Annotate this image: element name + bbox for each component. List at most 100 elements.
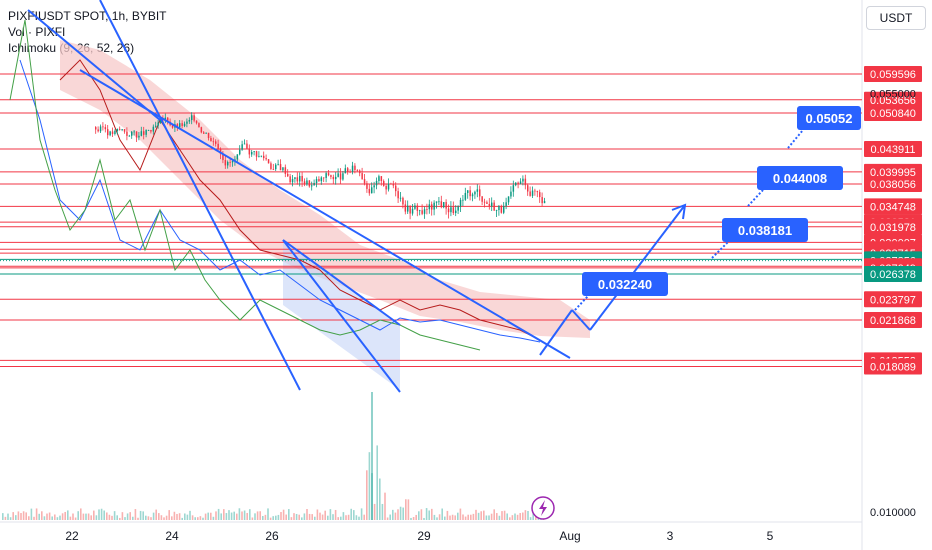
candle-body	[119, 128, 121, 130]
candle-body	[145, 130, 147, 135]
target-label: 0.05052	[806, 111, 853, 126]
candle-body	[263, 155, 265, 159]
volume-bar	[376, 445, 378, 520]
candle-body	[267, 159, 270, 164]
lightning-icon	[539, 500, 547, 516]
candle-body	[135, 131, 138, 138]
volume-bar	[215, 511, 217, 520]
candle-body	[152, 126, 155, 132]
volume-bar	[246, 512, 248, 520]
volume-bar	[43, 516, 46, 520]
volume-bar	[262, 515, 264, 520]
candle-body	[207, 132, 210, 139]
volume-bar	[22, 511, 25, 520]
volume-bar	[191, 515, 194, 520]
volume-bar	[28, 516, 30, 520]
candle-body	[131, 131, 133, 136]
candle-body	[246, 143, 248, 149]
volume-bar	[238, 508, 241, 520]
lightning-badge[interactable]	[531, 496, 555, 520]
candle-body	[539, 192, 541, 198]
target-connector	[574, 295, 589, 311]
candle-body	[517, 182, 519, 184]
volume-bar	[298, 514, 300, 520]
target-box	[722, 218, 808, 242]
candle-body	[241, 144, 243, 150]
volume-bar	[366, 470, 368, 520]
candle-body	[95, 127, 97, 130]
candle-body	[279, 164, 282, 171]
volume-bar	[173, 511, 176, 520]
volume-bar	[67, 510, 69, 520]
volume-bar	[228, 510, 230, 520]
volume-bar	[332, 514, 334, 520]
volume-bar	[59, 515, 61, 520]
level-price-box	[864, 291, 922, 308]
volume-bar	[72, 513, 74, 520]
candle-body	[450, 207, 452, 213]
candle-body	[344, 168, 347, 174]
volume-bar	[165, 515, 168, 520]
volume-bar	[379, 478, 381, 520]
volume-bar	[345, 515, 347, 520]
volume-bar	[324, 510, 326, 520]
target-box	[797, 106, 861, 130]
volume-bar	[285, 514, 287, 520]
volume-bar	[4, 516, 7, 520]
volume-bar	[397, 509, 399, 520]
candle-body	[299, 175, 301, 182]
currency-button[interactable]: USDT	[866, 6, 926, 30]
candle-body	[243, 143, 246, 145]
volume-bar	[288, 509, 290, 520]
volume-bar	[475, 509, 477, 520]
candle-body	[402, 197, 404, 205]
volume-bar	[321, 514, 324, 520]
trend-line	[282, 239, 401, 393]
volume-bar	[303, 513, 306, 520]
candle-body	[455, 210, 457, 213]
volume-bar	[204, 513, 207, 520]
volume-bar	[488, 515, 490, 520]
volume-bar	[7, 513, 9, 520]
candle-body	[339, 173, 342, 180]
candle-body	[133, 131, 135, 133]
candle-body	[248, 148, 251, 155]
target-label: 0.044008	[773, 171, 827, 186]
candle-body	[407, 205, 409, 212]
candle-body	[171, 125, 174, 128]
volume-bar	[501, 511, 503, 520]
volume-bar	[121, 512, 124, 520]
candle-body	[217, 143, 219, 150]
candle-body	[445, 202, 447, 209]
trend-lines	[27, 0, 687, 393]
volume-bar	[243, 510, 246, 520]
volume-bar	[449, 515, 451, 520]
volume-bar	[436, 517, 438, 520]
volume-bar	[386, 517, 389, 520]
volume-bar	[15, 515, 17, 520]
volume-bar	[405, 499, 407, 520]
volume-bar	[446, 510, 449, 520]
candle-body	[277, 164, 279, 165]
volume-bar	[230, 512, 233, 520]
price-tick-label: 0.010000	[870, 507, 916, 519]
volume-bar	[54, 514, 56, 520]
volume-bar	[334, 509, 337, 520]
candle-body	[265, 158, 267, 160]
candle-body	[327, 173, 330, 176]
time-axis[interactable]: 22 24 26 29 Aug 3 5	[65, 529, 773, 543]
volume-bar	[119, 517, 121, 520]
volume-bar	[181, 517, 183, 520]
volume-bar	[301, 517, 303, 520]
volume-bar	[33, 516, 35, 520]
volume-bar	[74, 517, 77, 520]
candle-body	[104, 127, 107, 130]
legend-symbol[interactable]: PIXFIUSDT SPOT, 1h, BYBIT	[8, 9, 167, 23]
volume-bar	[428, 510, 430, 520]
volume-bar	[207, 512, 209, 520]
candle-body	[140, 131, 143, 136]
candle-body	[534, 190, 536, 192]
level-price-box	[864, 198, 922, 215]
